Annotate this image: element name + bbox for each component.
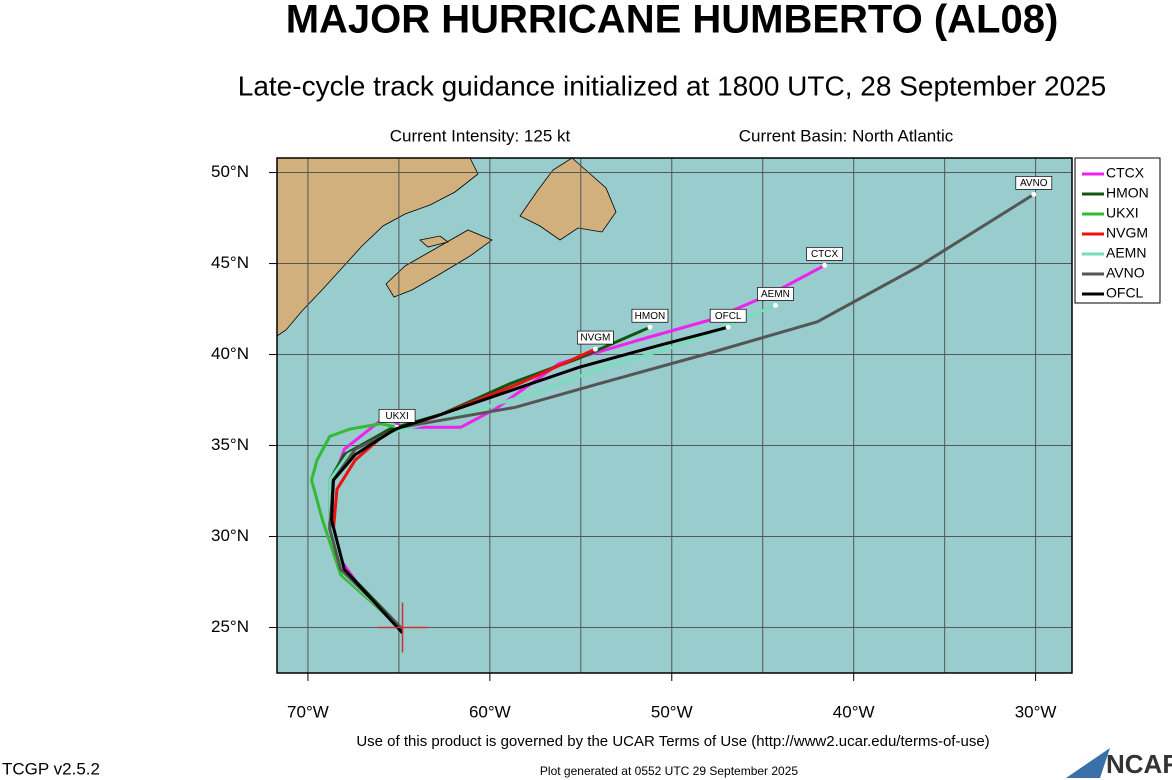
newfoundland [519,158,617,241]
track-label: AVNO [1020,178,1048,189]
x-tick-label: 60°W [469,702,511,721]
legend-label: AEMN [1106,245,1146,261]
plot-frame [276,157,1073,674]
track-end [1031,191,1037,197]
track-end [592,346,598,352]
terms: Use of this product is governed by the U… [356,733,989,750]
track-label-box [631,308,669,323]
chart-subtitle: Late-cycle track guidance initialized at… [238,70,1107,101]
x-tick-label: 40°W [833,702,875,721]
track [328,193,1035,631]
track-end [725,324,731,330]
legend [1074,157,1161,304]
track-label-box [806,247,843,261]
x-tick-label: 30°W [1015,702,1057,721]
track [310,422,404,631]
y-tick-label: 40°N [211,344,249,363]
x-tick-label: 50°W [651,702,693,721]
legend-label: CTCX [1106,165,1145,181]
y-tick-label: 35°N [211,435,249,454]
track-label: HMON [635,311,666,322]
track-label-box [757,287,794,301]
mainland [277,158,479,337]
chart-title: MAJOR HURRICANE HUMBERTO (AL08) [286,0,1059,42]
y-tick-label: 50°N [211,162,249,181]
x-tick-label: 70°W [287,702,329,721]
track-label: AEMN [761,289,790,300]
generated: Plot generated at 0552 UTC 29 September … [540,764,798,778]
grid [277,158,1072,673]
track-label: UKXI [385,411,408,422]
track-label: NVGM [580,333,610,344]
y-tick-label: 45°N [211,253,249,272]
basin: Current Basin: North Atlantic [739,126,954,145]
y-tick-label: 25°N [211,617,249,636]
legend-label: UKXI [1106,205,1139,221]
legend-label: HMON [1106,185,1149,201]
intensity: Current Intensity: 125 kt [390,126,571,145]
track-label: CTCX [811,249,839,260]
legend-label: NVGM [1106,225,1148,241]
version: TCGP v2.5.2 [2,759,100,778]
track-end [647,324,653,330]
track-label-box [378,408,416,423]
legend-label: AVNO [1106,265,1145,281]
land [277,158,617,337]
logo-mark [1066,748,1110,778]
track-label: OFCL [715,311,742,322]
track-label-box [577,330,614,345]
track-label-box [1015,176,1053,190]
track-label-box [709,308,747,323]
y-tick-label: 30°N [211,526,249,545]
logo: NCAR [1106,749,1172,779]
track-end [772,302,778,308]
legend-label: OFCL [1106,285,1144,301]
track-end [822,262,828,268]
track [330,325,729,635]
pei [419,235,449,248]
